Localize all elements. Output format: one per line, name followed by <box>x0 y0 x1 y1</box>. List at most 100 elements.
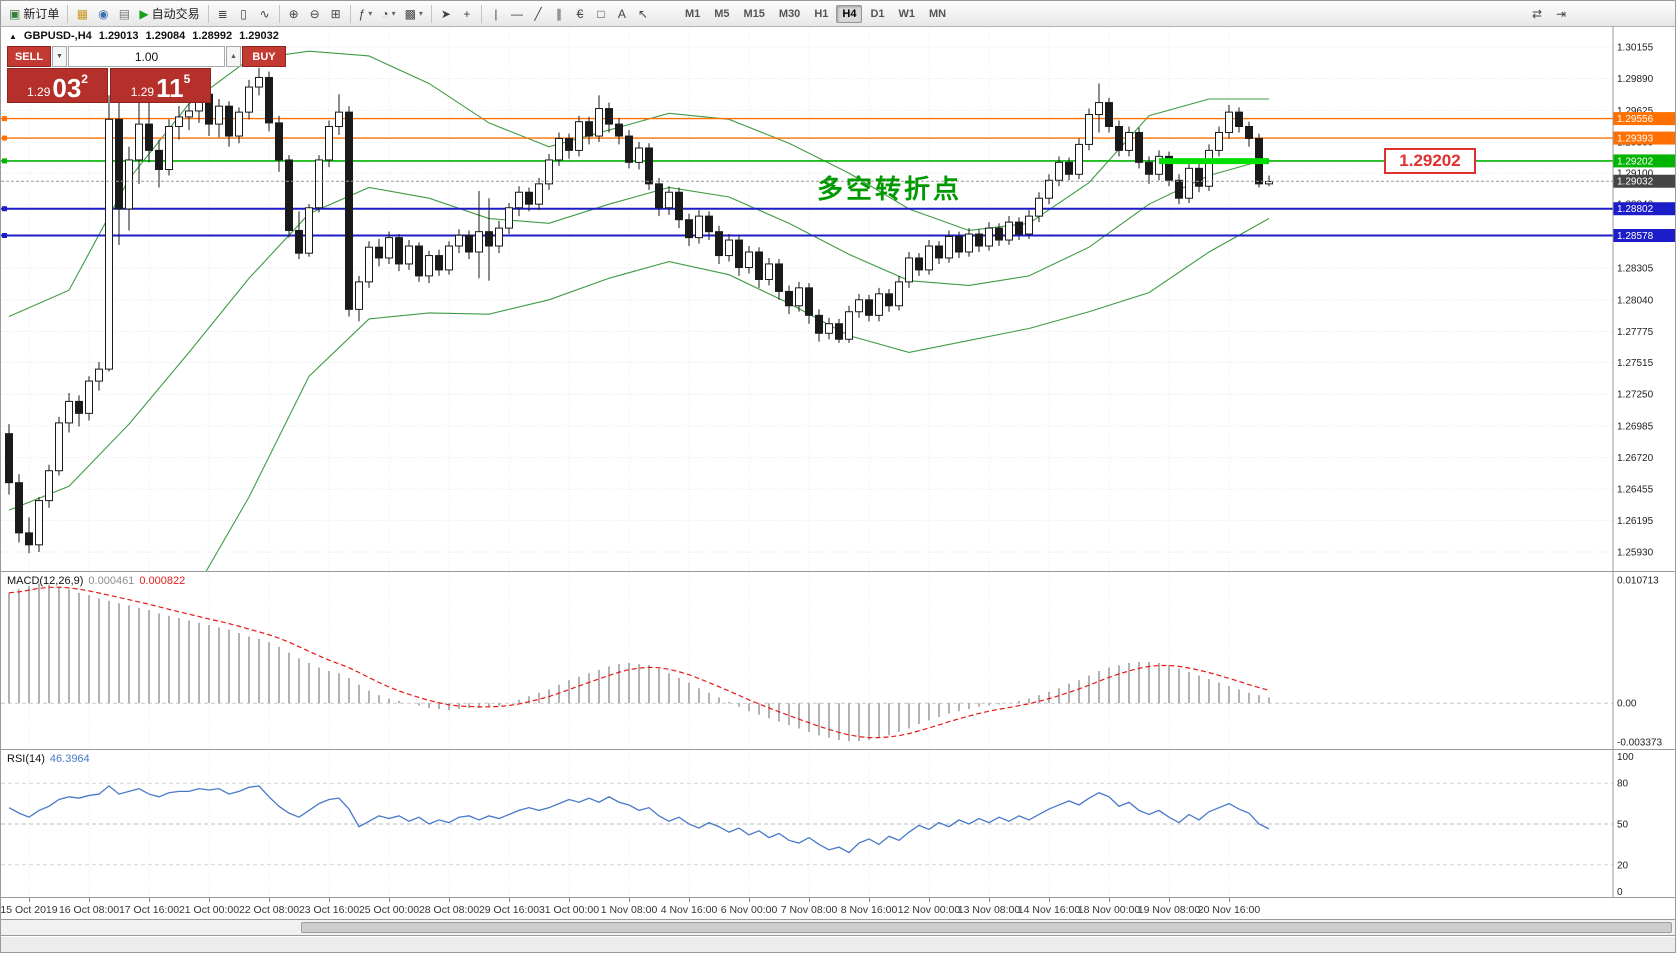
vertical-line-icon[interactable]: | <box>486 4 506 24</box>
rsi-panel: 100 80 50 20 0 RSI(14) 46.3964 <box>1 750 1675 898</box>
candle-body <box>1225 111 1233 133</box>
timeframe-m1[interactable]: M1 <box>684 7 701 20</box>
indicators-icon[interactable]: ƒ ▾ <box>355 4 377 24</box>
candle-body <box>595 108 603 137</box>
buy-button[interactable]: BUY <box>242 46 286 67</box>
toolbar-separator <box>67 4 69 23</box>
rsi-svg[interactable]: 100 80 50 20 0 <box>1 750 1675 898</box>
data-window-icon[interactable]: ▤ <box>114 4 134 24</box>
support-line-2-handle[interactable] <box>2 232 7 238</box>
sell-button[interactable]: SELL <box>7 46 51 67</box>
time-tick <box>89 898 90 902</box>
resistance-line-2-handle[interactable] <box>2 135 7 141</box>
price-flag-label[interactable]: 1.29202 <box>1384 148 1476 174</box>
templates-icon[interactable]: ▩ ▾ <box>401 4 427 24</box>
candle-body <box>665 191 673 209</box>
macd-signal-value: 0.000822 <box>139 575 186 587</box>
channel-icon[interactable]: ∥ <box>549 4 569 24</box>
candle-body <box>445 245 453 271</box>
volume-up-button[interactable]: ▲ <box>226 46 241 67</box>
chevron-down-icon[interactable]: ▾ <box>418 9 423 18</box>
buy-price-button[interactable]: 1.29 11 5 <box>110 68 211 103</box>
volume-input[interactable] <box>68 46 225 67</box>
zoom-out-icon[interactable]: ⊖ <box>305 4 325 24</box>
macd-svg[interactable]: 0.010713 0.00 -0.003373 <box>1 572 1675 750</box>
macd-axis-label: 0.010713 <box>1617 576 1659 587</box>
toolbar-separator <box>278 4 280 23</box>
candle-body <box>45 470 53 502</box>
scrollbar-thumb[interactable] <box>301 922 1672 933</box>
timeframe-m30[interactable]: M30 <box>778 7 801 20</box>
candle-body <box>55 422 63 472</box>
candle-body <box>375 246 383 259</box>
chevron-down-icon[interactable]: ▾ <box>391 9 396 18</box>
tile-windows-icon[interactable]: ⊞ <box>326 4 346 24</box>
candle-body <box>895 281 903 307</box>
candle-body <box>1145 161 1153 175</box>
candlestick-chart-icon[interactable]: ▯ <box>234 4 254 24</box>
arrow-tool-icon[interactable]: ↖ <box>633 4 653 24</box>
timeframe-m5[interactable]: M5 <box>714 7 730 20</box>
indicators-icon: ƒ <box>358 6 366 21</box>
candle-body <box>95 368 103 382</box>
candle-body <box>1235 111 1243 127</box>
fibonacci-icon[interactable]: € <box>570 4 590 24</box>
auto-scroll-icon[interactable]: ⇄ <box>1531 6 1543 21</box>
bollinger-middle-band <box>8 158 1270 511</box>
price-tick-label: 1.27250 <box>1617 390 1654 401</box>
text-icon[interactable]: A <box>612 4 632 24</box>
main-chart-svg[interactable]: 1.301551.298901.296251.293601.291001.288… <box>1 27 1675 572</box>
candle-body <box>1185 167 1193 199</box>
sell-price-button[interactable]: 1.29 03 2 <box>7 68 108 103</box>
price-tick-label: 1.29625 <box>1617 106 1654 117</box>
line-chart-icon[interactable]: ∿ <box>255 4 275 24</box>
turning-point-line-handle[interactable] <box>2 158 7 164</box>
resistance-line-1-handle[interactable] <box>2 116 7 122</box>
periods-icon: ◔ <box>381 6 389 21</box>
candle-body <box>685 219 693 239</box>
timeframe-d1[interactable]: D1 <box>870 7 885 20</box>
price-tick-label: 1.28040 <box>1617 295 1654 306</box>
fibonacci-icon: € <box>576 6 584 21</box>
status-bar <box>1 936 1675 952</box>
crosshair-icon[interactable]: + <box>457 4 477 24</box>
horizontal-line-icon[interactable]: — <box>507 4 527 24</box>
collapse-icon[interactable]: ▲ <box>9 31 17 41</box>
candle-body <box>145 123 153 151</box>
new-order-button[interactable]: ▣ 新订单 <box>5 4 63 24</box>
rsi-axis-label: 20 <box>1617 860 1629 871</box>
buy-price-sup: 5 <box>183 72 191 86</box>
charts-grid-icon[interactable]: ▦ <box>72 4 92 24</box>
candle-body <box>35 500 43 546</box>
time-axis[interactable]: 15 Oct 2019 16 Oct 08:00 17 Oct 16:00 21 Oc… <box>1 898 1675 920</box>
candle-body <box>505 207 513 229</box>
shapes-icon[interactable]: □ <box>591 4 611 24</box>
timeframe-mn[interactable]: MN <box>929 7 947 20</box>
crosshair-icon: + <box>463 6 471 21</box>
auto-trading-button[interactable]: ▶ 自动交易 <box>135 4 203 24</box>
chart-shift-icon[interactable]: ⇥ <box>1555 6 1567 21</box>
profiles-icon[interactable]: ◉ <box>93 4 113 24</box>
timeframe-h1[interactable]: H1 <box>814 7 829 20</box>
bar-chart-icon[interactable]: ≣ <box>213 4 233 24</box>
line-chart-icon: ∿ <box>259 6 270 21</box>
candle-body <box>245 86 253 113</box>
candle-body <box>1155 155 1163 175</box>
timeframe-w1[interactable]: W1 <box>898 7 916 20</box>
candle-body <box>865 299 873 316</box>
chart-scrollbar[interactable] <box>1 920 1675 936</box>
timeframe-group: M1 M5 M15 M30 H1 H4 D1 W1 MN <box>679 4 952 23</box>
periods-icon[interactable]: ◔ ▾ <box>377 4 399 24</box>
time-label: 8 Nov 16:00 <box>840 904 898 916</box>
toolbar-buttons: ▣ 新订单 ▦ ◉ ▤ ▶ 自动交易 ≣ ▯ ∿ ⊕ ⊖ ⊞ ƒ ▾ ◔ ▾ ▩ ▾ ➤ + | — ╱ ∥ € □ A ↖ <box>5 4 653 24</box>
trendline-icon[interactable]: ╱ <box>528 4 548 24</box>
zoom-in-icon[interactable]: ⊕ <box>284 4 304 24</box>
cursor-icon[interactable]: ➤ <box>436 4 456 24</box>
candle-body <box>745 251 753 269</box>
timeframe-h4[interactable]: H4 <box>836 4 863 23</box>
support-line-1-handle[interactable] <box>2 206 7 212</box>
volume-dropdown-button[interactable]: ▼ <box>52 46 67 67</box>
chevron-down-icon[interactable]: ▾ <box>368 9 373 18</box>
timeframe-m15[interactable]: M15 <box>743 7 765 20</box>
